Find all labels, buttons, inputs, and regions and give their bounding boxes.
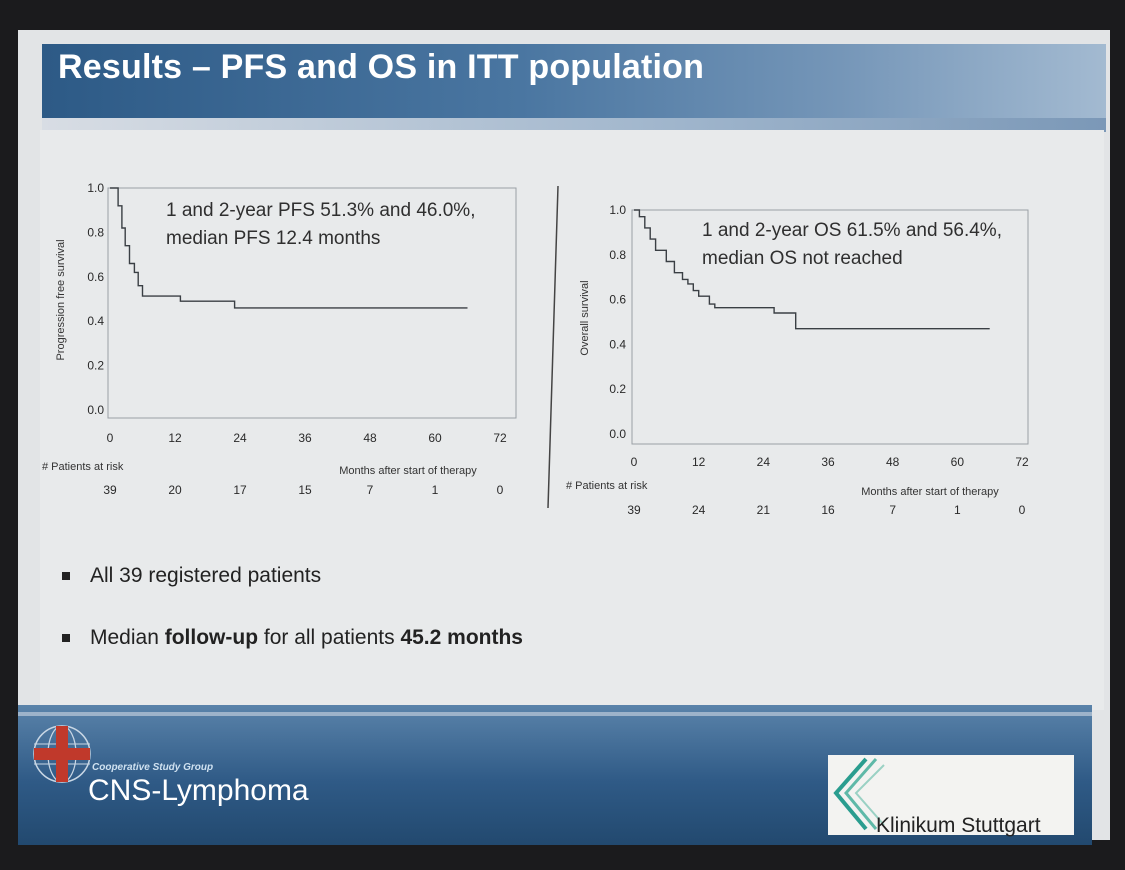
bullet-list: All 39 registered patients Median follow… [62, 560, 523, 684]
at-risk-count: 0 [497, 483, 504, 497]
x-tick-label: 72 [493, 431, 507, 445]
x-tick-label: 36 [821, 455, 835, 469]
y-tick-label: 0.6 [87, 270, 104, 284]
y-tick-label: 0.8 [87, 225, 104, 239]
at-risk-label: # Patients at risk [566, 480, 648, 492]
y-tick-label: 0.0 [87, 403, 104, 417]
y-axis-label: Overall survival [579, 280, 591, 355]
bullet-text-bold: follow-up [164, 626, 259, 649]
y-tick-label: 1.0 [87, 181, 104, 195]
x-tick-label: 12 [168, 431, 182, 445]
slide-title: Results – PFS and OS in ITT population [58, 48, 705, 86]
y-tick-label: 0.0 [609, 427, 626, 441]
chart-annotation: median PFS 12.4 months [166, 228, 380, 249]
hospital-logo-icon [833, 757, 885, 831]
bullet-item: Median follow-up for all patients 45.2 m… [62, 622, 523, 654]
at-risk-label: # Patients at risk [42, 461, 124, 473]
survival-curve [634, 209, 990, 330]
x-tick-label: 48 [363, 431, 377, 445]
x-tick-label: 60 [951, 455, 965, 469]
y-tick-label: 0.4 [609, 337, 626, 351]
at-risk-count: 1 [432, 483, 439, 497]
title-bar [42, 44, 1106, 122]
x-tick-label: 48 [886, 455, 900, 469]
bullet-marker [62, 572, 70, 580]
chart-annotation: median OS not reached [702, 248, 903, 269]
at-risk-count: 7 [367, 483, 374, 497]
bullet-text: All 39 registered patients [90, 564, 322, 587]
x-tick-label: 72 [1015, 455, 1029, 469]
x-tick-label: 12 [692, 455, 706, 469]
x-tick-label: 60 [428, 431, 442, 445]
title-underline [42, 118, 1106, 132]
y-tick-label: 0.6 [609, 293, 626, 307]
bullet-text-bold: 45.2 months [400, 626, 523, 649]
chart-annotation: 1 and 2-year OS 61.5% and 56.4%, [702, 220, 1002, 241]
y-tick-label: 0.8 [609, 248, 626, 262]
at-risk-count: 21 [757, 503, 771, 517]
y-tick-label: 0.2 [609, 382, 626, 396]
x-tick-label: 0 [107, 431, 114, 445]
chart-annotation: 1 and 2-year PFS 51.3% and 46.0%, [166, 200, 475, 221]
footer-divider [18, 712, 1092, 716]
plot-frame [631, 209, 1029, 445]
at-risk-count: 24 [692, 503, 706, 517]
chart-divider [547, 185, 559, 509]
bullet-marker [62, 634, 70, 642]
x-tick-label: 24 [757, 455, 771, 469]
at-risk-count: 17 [233, 483, 247, 497]
x-axis-label: Months after start of therapy [861, 486, 999, 498]
at-risk-count: 20 [168, 483, 182, 497]
x-tick-label: 0 [631, 455, 638, 469]
hospital-name: Klinikum Stuttgart [876, 814, 1041, 837]
x-tick-label: 36 [298, 431, 312, 445]
at-risk-count: 15 [298, 483, 312, 497]
globe-cross-logo-icon [33, 725, 91, 783]
group-name: CNS-Lymphoma [88, 774, 309, 807]
at-risk-count: 39 [103, 483, 117, 497]
y-tick-label: 1.0 [609, 203, 626, 217]
at-risk-count: 1 [954, 503, 961, 517]
y-tick-label: 0.2 [87, 359, 104, 373]
content-panel [40, 130, 1104, 710]
at-risk-count: 7 [889, 503, 896, 517]
bullet-text-part: Median [90, 626, 165, 649]
at-risk-count: 39 [627, 503, 641, 517]
x-axis-label: Months after start of therapy [339, 465, 477, 477]
at-risk-count: 0 [1019, 503, 1026, 517]
bullet-item: All 39 registered patients [62, 560, 523, 592]
y-axis-label: Progression free survival [55, 239, 67, 360]
y-tick-label: 0.4 [87, 314, 104, 328]
x-tick-label: 24 [233, 431, 247, 445]
survival-curve [110, 187, 468, 309]
at-risk-count: 16 [821, 503, 835, 517]
bullet-text-part: for all patients [258, 626, 401, 649]
plot-frame [107, 187, 517, 419]
group-subtitle: Cooperative Study Group [92, 762, 214, 773]
